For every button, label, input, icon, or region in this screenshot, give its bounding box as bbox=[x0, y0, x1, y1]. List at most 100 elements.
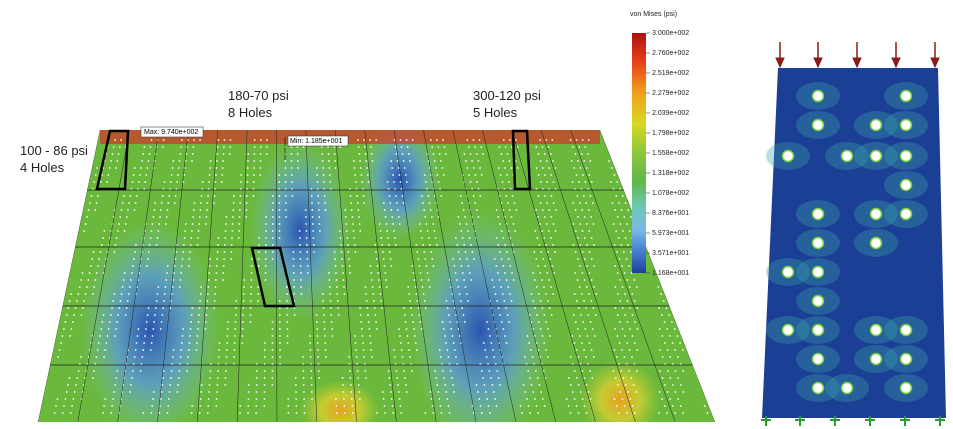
dot bbox=[358, 216, 360, 218]
dot bbox=[325, 209, 327, 211]
dot bbox=[173, 349, 175, 351]
dot bbox=[463, 279, 465, 281]
dot bbox=[402, 356, 404, 358]
dot bbox=[76, 300, 78, 302]
dot bbox=[198, 230, 200, 232]
dot bbox=[168, 195, 170, 197]
dot bbox=[423, 209, 425, 211]
dot bbox=[172, 160, 174, 162]
dot bbox=[245, 216, 247, 218]
dot bbox=[165, 279, 167, 281]
dot bbox=[579, 335, 581, 337]
dot bbox=[456, 279, 458, 281]
dot bbox=[299, 230, 301, 232]
dot bbox=[581, 153, 583, 155]
dot bbox=[360, 167, 362, 169]
dot bbox=[207, 412, 209, 414]
dot bbox=[503, 300, 505, 302]
dot bbox=[376, 328, 378, 330]
dot bbox=[513, 279, 515, 281]
dot bbox=[334, 251, 336, 253]
dot bbox=[364, 146, 366, 148]
dot bbox=[407, 146, 409, 148]
screenshot: 100 - 86 psi 4 Holes 180-70 psi 8 Holes … bbox=[0, 0, 953, 429]
dot bbox=[371, 153, 373, 155]
dot bbox=[305, 216, 307, 218]
dot bbox=[349, 370, 351, 372]
dot bbox=[534, 230, 536, 232]
dot bbox=[239, 216, 241, 218]
dot bbox=[521, 412, 523, 414]
dot bbox=[151, 342, 153, 344]
dot bbox=[576, 195, 578, 197]
dot bbox=[143, 146, 145, 148]
dot bbox=[631, 356, 633, 358]
dot bbox=[584, 216, 586, 218]
dot bbox=[618, 202, 620, 204]
dot bbox=[496, 300, 498, 302]
dot bbox=[608, 160, 610, 162]
dot bbox=[368, 181, 370, 183]
dot bbox=[272, 258, 274, 260]
dot bbox=[434, 370, 436, 372]
dot bbox=[474, 146, 476, 148]
dot bbox=[208, 279, 210, 281]
dot bbox=[190, 244, 192, 246]
dot bbox=[586, 335, 588, 337]
dot bbox=[432, 265, 434, 267]
dot bbox=[483, 342, 485, 344]
dot bbox=[240, 195, 242, 197]
dot bbox=[443, 377, 445, 379]
dot bbox=[620, 370, 622, 372]
dot bbox=[634, 342, 636, 344]
dot bbox=[209, 377, 211, 379]
dot bbox=[507, 153, 509, 155]
dot bbox=[302, 356, 304, 358]
dot bbox=[552, 160, 554, 162]
dot bbox=[242, 314, 244, 316]
dot bbox=[285, 195, 287, 197]
dot bbox=[95, 174, 97, 176]
dot bbox=[626, 258, 628, 260]
annotation: 180-70 psi bbox=[228, 88, 289, 103]
dot bbox=[225, 223, 227, 225]
dot bbox=[279, 216, 281, 218]
dot bbox=[385, 223, 387, 225]
dot bbox=[455, 356, 457, 358]
dot bbox=[588, 174, 590, 176]
dot bbox=[517, 146, 519, 148]
dot bbox=[578, 181, 580, 183]
dot bbox=[104, 349, 106, 351]
dot bbox=[217, 139, 219, 141]
dot bbox=[358, 384, 360, 386]
dot bbox=[357, 202, 359, 204]
dot bbox=[550, 237, 552, 239]
dot bbox=[310, 356, 312, 358]
dot bbox=[577, 237, 579, 239]
dot bbox=[621, 209, 623, 211]
dot bbox=[506, 342, 508, 344]
dot bbox=[571, 160, 573, 162]
dot bbox=[614, 244, 616, 246]
dot bbox=[223, 265, 225, 267]
dot bbox=[541, 146, 543, 148]
dot bbox=[184, 237, 186, 239]
dot bbox=[546, 223, 548, 225]
dot bbox=[514, 202, 516, 204]
dot bbox=[291, 153, 293, 155]
dot bbox=[391, 398, 393, 400]
dot bbox=[442, 321, 444, 323]
dot bbox=[544, 265, 546, 267]
dot bbox=[300, 286, 302, 288]
dot bbox=[544, 216, 546, 218]
dot bbox=[134, 167, 136, 169]
dot bbox=[258, 265, 260, 267]
dot bbox=[680, 384, 682, 386]
dot bbox=[551, 195, 553, 197]
dot bbox=[189, 335, 191, 337]
dot bbox=[461, 202, 463, 204]
dot bbox=[271, 384, 273, 386]
dot bbox=[295, 405, 297, 407]
dot bbox=[235, 307, 237, 309]
dot bbox=[250, 286, 252, 288]
